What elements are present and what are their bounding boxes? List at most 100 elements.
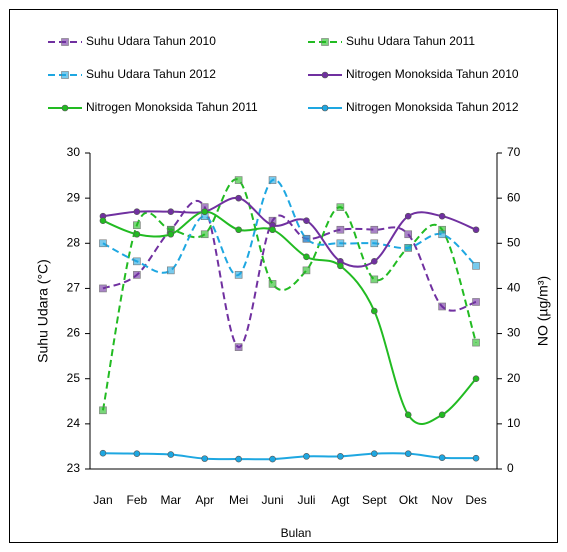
- marker: [201, 455, 209, 462]
- marker: [99, 217, 107, 225]
- marker: [438, 212, 446, 220]
- marker: [234, 271, 243, 279]
- marker: [302, 266, 311, 275]
- marker: [370, 258, 378, 265]
- marker: [99, 406, 107, 415]
- marker: [472, 226, 480, 234]
- marker: [133, 271, 141, 279]
- x-tick-label: Jan: [93, 493, 112, 507]
- y2-tick-label: 50: [507, 235, 521, 249]
- legend-label: Nitrogen Monoksida Tahun 2012: [346, 100, 519, 114]
- marker: [370, 307, 378, 315]
- legend-marker: [61, 104, 69, 112]
- y2-tick-label: 70: [507, 145, 521, 159]
- legend-marker: [61, 71, 69, 79]
- marker: [472, 454, 480, 462]
- y2-tick-label: 0: [507, 461, 514, 475]
- y-tick-label: 29: [67, 190, 81, 204]
- marker: [166, 266, 175, 275]
- x-tick-label: Okt: [399, 493, 418, 507]
- x-axis-label: Bulan: [281, 526, 312, 540]
- x-tick-label: Mei: [229, 493, 248, 507]
- marker: [201, 208, 209, 215]
- x-tick-label: Apr: [195, 493, 214, 507]
- marker: [404, 212, 412, 220]
- y2-axis-label: NO (µg/m³): [535, 276, 551, 346]
- marker: [167, 208, 175, 215]
- y-tick-label: 23: [67, 461, 81, 475]
- legend-marker: [321, 104, 329, 112]
- x-tick-label: Nov: [431, 493, 452, 507]
- y-tick-label: 25: [67, 371, 81, 385]
- y-axis-label: Suhu Udara (°C): [35, 259, 51, 363]
- marker: [268, 176, 277, 184]
- y2-tick-label: 30: [507, 326, 521, 340]
- marker: [269, 455, 276, 463]
- marker: [302, 234, 311, 243]
- marker: [167, 230, 175, 238]
- x-tick-label: Mar: [160, 493, 181, 507]
- y-tick-label: 27: [67, 281, 81, 295]
- marker: [268, 280, 277, 288]
- y-tick-label: 24: [67, 416, 81, 430]
- legend-marker: [61, 38, 69, 46]
- x-tick-label: Des: [465, 493, 486, 507]
- marker: [303, 217, 310, 225]
- marker: [303, 453, 310, 460]
- marker: [167, 451, 175, 458]
- marker: [235, 194, 242, 202]
- legend-marker: [321, 38, 329, 46]
- y-tick-label: 30: [67, 145, 81, 159]
- x-tick-label: Feb: [127, 493, 148, 507]
- legend-label: Suhu Udara Tahun 2010: [86, 34, 216, 48]
- marker: [438, 302, 446, 311]
- marker: [133, 450, 141, 457]
- y2-tick-label: 60: [507, 190, 521, 204]
- marker: [337, 262, 344, 270]
- marker: [472, 262, 480, 270]
- marker: [234, 176, 243, 184]
- marker: [337, 453, 344, 460]
- legend-marker: [321, 71, 329, 79]
- x-tick-label: Juni: [262, 493, 284, 507]
- marker: [99, 449, 107, 457]
- legend-label: Nitrogen Monoksida Tahun 2011: [86, 100, 258, 114]
- x-tick-label: Sept: [362, 493, 387, 507]
- marker: [336, 225, 345, 234]
- marker: [472, 298, 480, 306]
- marker: [472, 338, 480, 347]
- marker: [370, 225, 379, 234]
- marker: [235, 455, 242, 463]
- marker: [336, 203, 345, 211]
- marker: [133, 221, 141, 230]
- x-tick-label: Juli: [297, 493, 315, 507]
- marker: [404, 230, 413, 239]
- marker: [200, 230, 209, 239]
- legend-label: Nitrogen Monoksida Tahun 2010: [346, 67, 519, 81]
- x-tick-label: Agt: [331, 493, 350, 507]
- marker: [336, 239, 345, 248]
- marker: [438, 230, 446, 239]
- marker: [370, 275, 379, 284]
- marker: [404, 450, 412, 457]
- marker: [303, 253, 310, 261]
- marker: [370, 450, 378, 457]
- y2-tick-label: 10: [507, 416, 521, 430]
- marker: [234, 343, 243, 351]
- marker: [370, 239, 379, 248]
- marker: [133, 230, 141, 238]
- marker: [404, 411, 412, 419]
- marker: [133, 257, 141, 266]
- y2-tick-label: 20: [507, 371, 521, 385]
- marker: [269, 226, 276, 234]
- y-tick-label: 28: [67, 235, 81, 249]
- marker: [99, 284, 107, 293]
- y2-tick-label: 40: [507, 281, 521, 295]
- marker: [472, 375, 480, 383]
- marker: [235, 226, 242, 234]
- chart-border: [9, 9, 558, 543]
- marker: [438, 454, 446, 462]
- y-tick-label: 26: [67, 326, 81, 340]
- marker: [99, 239, 107, 248]
